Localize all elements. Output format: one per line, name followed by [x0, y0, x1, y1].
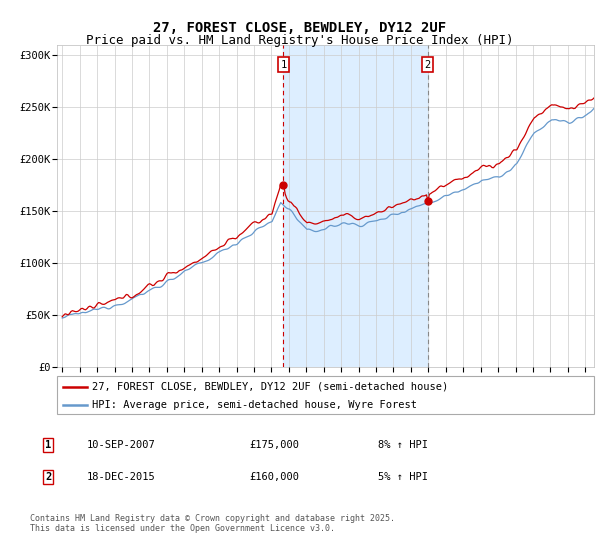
Text: 10-SEP-2007: 10-SEP-2007 [87, 440, 156, 450]
Text: 2: 2 [45, 472, 51, 482]
Text: 8% ↑ HPI: 8% ↑ HPI [378, 440, 428, 450]
Text: HPI: Average price, semi-detached house, Wyre Forest: HPI: Average price, semi-detached house,… [92, 400, 417, 410]
Text: Contains HM Land Registry data © Crown copyright and database right 2025.
This d: Contains HM Land Registry data © Crown c… [30, 514, 395, 533]
Text: £175,000: £175,000 [249, 440, 299, 450]
Text: 5% ↑ HPI: 5% ↑ HPI [378, 472, 428, 482]
Text: £160,000: £160,000 [249, 472, 299, 482]
Text: 1: 1 [280, 59, 287, 69]
Bar [283, 45, 428, 367]
Text: Price paid vs. HM Land Registry's House Price Index (HPI): Price paid vs. HM Land Registry's House … [86, 34, 514, 46]
Text: 18-DEC-2015: 18-DEC-2015 [87, 472, 156, 482]
Text: 2: 2 [425, 59, 431, 69]
Text: 1: 1 [45, 440, 51, 450]
Text: 27, FOREST CLOSE, BEWDLEY, DY12 2UF (semi-detached house): 27, FOREST CLOSE, BEWDLEY, DY12 2UF (sem… [92, 382, 448, 392]
Text: 27, FOREST CLOSE, BEWDLEY, DY12 2UF: 27, FOREST CLOSE, BEWDLEY, DY12 2UF [154, 21, 446, 35]
